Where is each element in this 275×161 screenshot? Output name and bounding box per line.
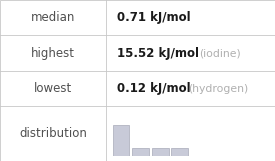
Text: median: median — [31, 11, 75, 24]
Text: lowest: lowest — [34, 82, 72, 95]
Text: 15.52 kJ/mol: 15.52 kJ/mol — [117, 47, 199, 60]
Text: 0.71 kJ/mol: 0.71 kJ/mol — [117, 11, 191, 24]
Text: (hydrogen): (hydrogen) — [188, 84, 249, 94]
Text: 0.12 kJ/mol: 0.12 kJ/mol — [117, 82, 191, 95]
Text: highest: highest — [31, 47, 75, 60]
Text: (iodine): (iodine) — [199, 48, 241, 58]
Text: distribution: distribution — [19, 127, 87, 140]
